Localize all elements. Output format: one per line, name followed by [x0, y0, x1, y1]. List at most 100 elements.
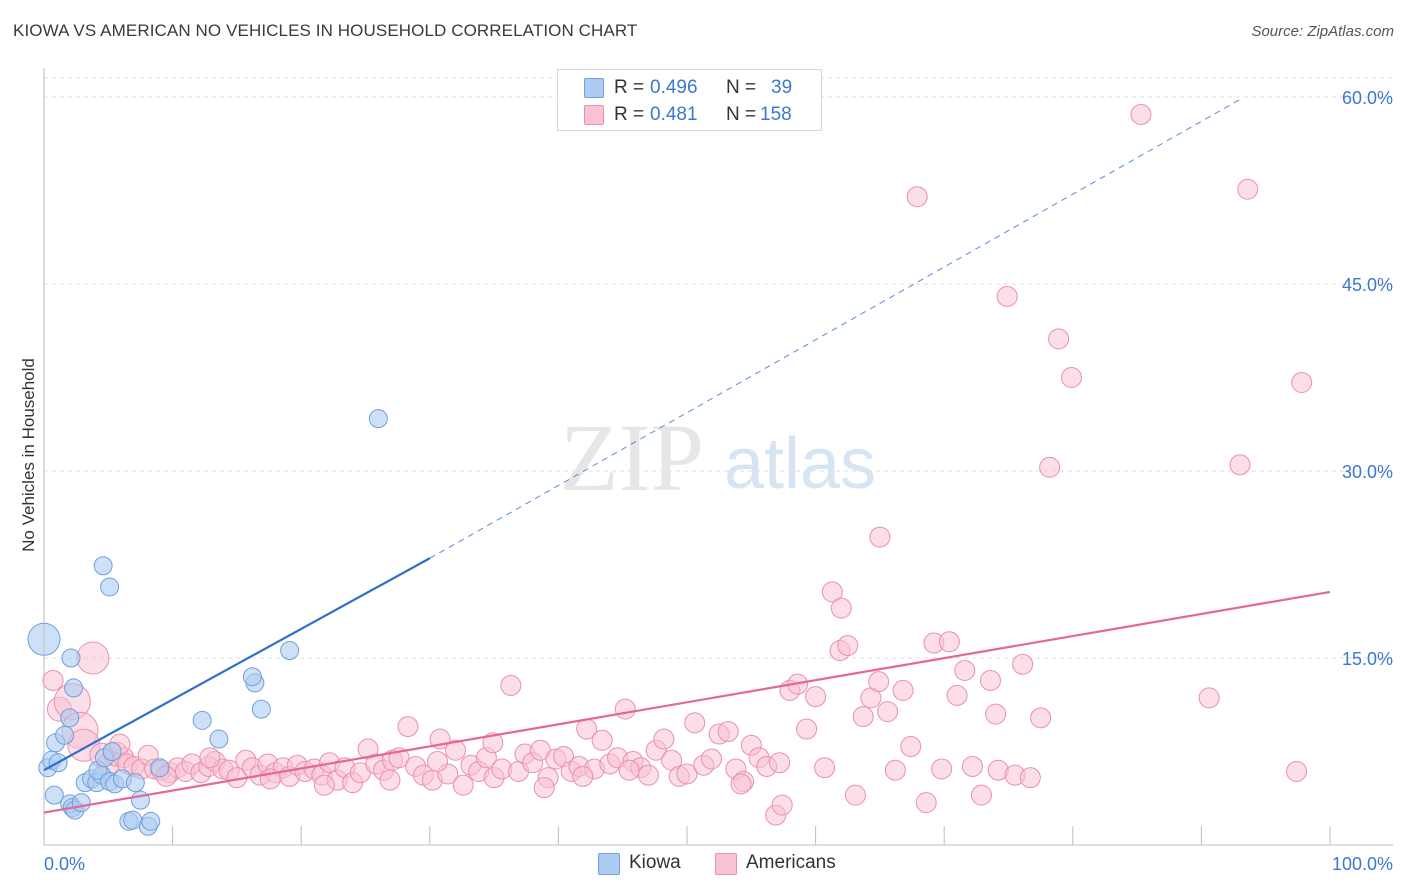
americans-point [900, 736, 922, 758]
americans-point [42, 669, 64, 691]
kiowa-point [368, 409, 388, 429]
americans-point [946, 684, 968, 706]
watermark-atlas: atlas [724, 424, 876, 504]
americans-point [427, 750, 449, 772]
americans-point [830, 597, 852, 619]
americans-point [397, 716, 419, 738]
kiowa-point [27, 622, 61, 656]
legend-row-kiowa: R = 0.496 N = 39 [558, 75, 821, 101]
americans-point [1030, 707, 1052, 729]
correlation-legend: R = 0.496 N = 39 R = 0.481 N = 158 [557, 69, 822, 131]
legend-r-value: 0.481 [650, 104, 698, 125]
kiowa-point [60, 708, 80, 728]
legend-n-label: N = [726, 77, 757, 98]
y-tick-label: 15.0% [1342, 649, 1393, 669]
americans-point [313, 774, 335, 796]
americans-point [877, 701, 899, 723]
americans-point [572, 765, 594, 787]
kiowa-point [150, 758, 170, 778]
legend-r-value: 0.496 [650, 77, 698, 98]
americans-point [915, 792, 937, 814]
americans-point [700, 748, 722, 770]
americans-point [938, 631, 960, 653]
americans-trend-line [43, 590, 1331, 814]
americans-point [1291, 371, 1313, 393]
americans-point [1130, 103, 1152, 125]
americans-point [769, 752, 791, 774]
kiowa-point [242, 667, 262, 687]
americans-point [717, 721, 739, 743]
x-tick-label-max: 100.0% [1332, 854, 1393, 874]
kiowa-point [71, 793, 91, 813]
americans-point [199, 747, 221, 769]
series-legend: Kiowa Americans [0, 851, 1406, 877]
y-tick-label: 60.0% [1342, 88, 1393, 108]
americans-point [1237, 178, 1259, 200]
americans-point [637, 764, 659, 786]
americans-point [931, 758, 953, 780]
kiowa-trend-extension [429, 99, 1241, 559]
x-tick-label-min: 0.0% [44, 854, 85, 874]
legend-n-value: 39 [771, 77, 793, 98]
americans-point [1229, 454, 1251, 476]
americans-point [771, 794, 793, 816]
americans-point [970, 784, 992, 806]
americans-point [591, 729, 613, 751]
kiowa-legend-label: Kiowa [629, 852, 681, 873]
americans-point [1039, 456, 1061, 478]
kiowa-legend-swatch [598, 853, 620, 875]
americans-point [482, 732, 504, 754]
kiowa-point [280, 641, 300, 661]
americans-point [954, 659, 976, 681]
americans-point [852, 706, 874, 728]
kiowa-point [251, 699, 271, 719]
trend-lines [43, 99, 1331, 814]
americans-point [1012, 653, 1034, 675]
americans-legend-label: Americans [746, 852, 836, 873]
americans-point [730, 773, 752, 795]
kiowa-point [125, 773, 145, 793]
legend-n-label: N = [726, 104, 757, 125]
americans-point [676, 763, 698, 785]
kiowa-point [44, 785, 64, 805]
americans-point [452, 774, 474, 796]
legend-r-label: R = [614, 77, 645, 98]
axes [43, 68, 1393, 846]
watermark-zip: ZIP [560, 404, 704, 511]
americans-point [805, 686, 827, 708]
americans-point [996, 285, 1018, 307]
americans-point [844, 784, 866, 806]
americans-points [42, 103, 1313, 826]
chart-title: KIOWA VS AMERICAN NO VEHICLES IN HOUSEHO… [13, 21, 638, 40]
kiowa-trend-line [43, 557, 431, 772]
americans-point [961, 755, 983, 777]
americans-point [884, 759, 906, 781]
americans-point [1286, 760, 1308, 782]
americans-point [892, 679, 914, 701]
americans-point [653, 728, 675, 750]
americans-point [500, 674, 522, 696]
y-tick-label: 30.0% [1342, 462, 1393, 482]
americans-point [533, 777, 555, 799]
americans-point [837, 635, 859, 657]
source-label: Source: ZipAtlas.com [1251, 23, 1394, 40]
kiowa-point [192, 710, 212, 730]
legend-r-label: R = [614, 104, 645, 125]
legend-row-americans: R = 0.481 N = 158 [558, 102, 821, 128]
kiowa-point [130, 790, 150, 810]
kiowa-point [100, 577, 120, 597]
y-tick-labels: 15.0% 30.0% 45.0% 60.0% [1342, 88, 1393, 669]
kiowa-point [61, 648, 81, 668]
americans-point [445, 739, 467, 761]
americans-point [1019, 767, 1041, 789]
americans-point [796, 718, 818, 740]
kiowa-point [55, 725, 75, 745]
americans-point [1061, 367, 1083, 388]
kiowa-swatch [584, 78, 604, 98]
americans-point [814, 757, 836, 779]
americans-point [614, 698, 636, 720]
kiowa-point [141, 811, 161, 831]
americans-point [1048, 328, 1070, 350]
americans-point [76, 641, 110, 675]
